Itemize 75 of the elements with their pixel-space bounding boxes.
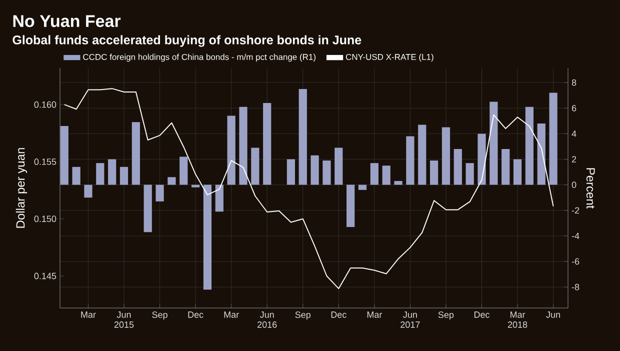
bar (263, 103, 272, 185)
x-tick-label: Jun 2015 (114, 312, 134, 328)
bar (60, 126, 68, 185)
y2-tick-label: -4 (572, 232, 580, 240)
x-tick-label: Sep (295, 312, 310, 320)
bar (442, 127, 450, 185)
y-tick-label: 0.145 (34, 272, 56, 280)
bar (418, 124, 426, 185)
bar (454, 149, 462, 185)
y2-tick-label: 6 (572, 104, 576, 112)
bar (286, 159, 296, 185)
y2-tick-label: 4 (572, 130, 576, 137)
bar (239, 106, 248, 185)
bar (537, 123, 546, 185)
x-tick-label: Dec (331, 312, 346, 318)
x-tick-label: Sep (438, 312, 454, 320)
x-tick-label: Jun (546, 312, 560, 318)
bar (334, 148, 343, 185)
bar (72, 166, 80, 185)
y2-tick-label: -6 (572, 258, 580, 265)
x-tick-label: Jun 2017 (400, 312, 420, 328)
bar (132, 122, 140, 185)
bar (144, 184, 152, 232)
bar (203, 184, 212, 290)
chart-title: No Yuan Fear (13, 15, 121, 28)
x-tick-label: Mar (367, 312, 382, 318)
y2-axis-title: Percent (586, 168, 595, 209)
bar (478, 134, 486, 185)
y2-tick-label: 2 (572, 156, 576, 162)
bar (346, 184, 355, 227)
legend-label: CNY-USD X-RATE (L1) (346, 54, 434, 62)
x-tick-label: Dec (188, 312, 204, 318)
bar (549, 92, 558, 185)
bar (120, 166, 128, 185)
y2-tick-label: 0 (572, 182, 576, 188)
x-tick-label: Mar (224, 312, 239, 318)
bar (358, 184, 367, 190)
x-tick-label: Sep (152, 312, 168, 320)
x-tick-label: Jun 2016 (258, 312, 277, 328)
bar (513, 159, 522, 185)
y-tick-label: 0.155 (34, 158, 56, 165)
bar (191, 184, 200, 188)
bar (96, 163, 104, 185)
bar (430, 160, 438, 185)
bar (466, 163, 474, 185)
line-series (64, 88, 554, 290)
bar (406, 136, 414, 185)
bar (298, 88, 307, 185)
bar (490, 102, 498, 185)
bar (394, 180, 402, 185)
legend-label: CCDC foreign holdings of China bonds - m/m pct change (R1) (83, 54, 316, 62)
bar (322, 160, 331, 185)
bar (502, 149, 510, 185)
y-tick-label: 0.150 (34, 216, 56, 222)
bar (525, 106, 534, 185)
bar (215, 184, 224, 212)
x-tick-label: Mar 2018 (508, 312, 528, 328)
y-axis-title: Dollar per yuan (16, 148, 28, 228)
x-tick-label: Mar (81, 312, 96, 318)
bar (156, 184, 164, 202)
y-tick-label: 0.160 (34, 101, 56, 108)
bar (168, 177, 176, 185)
bar (310, 155, 319, 185)
bar (180, 156, 188, 185)
y2-tick-label: -8 (572, 284, 580, 290)
chart-subtitle: Global funds accelerated buying of onshore bonds in June (12, 35, 362, 47)
bar (370, 163, 378, 185)
x-tick-label: Dec (474, 312, 490, 318)
bar (251, 148, 260, 185)
bar (84, 184, 92, 198)
y2-tick-label: -2 (572, 207, 580, 214)
bar (382, 166, 390, 185)
bar (227, 116, 236, 185)
y2-tick-label: 8 (572, 79, 576, 86)
bar (108, 159, 116, 185)
